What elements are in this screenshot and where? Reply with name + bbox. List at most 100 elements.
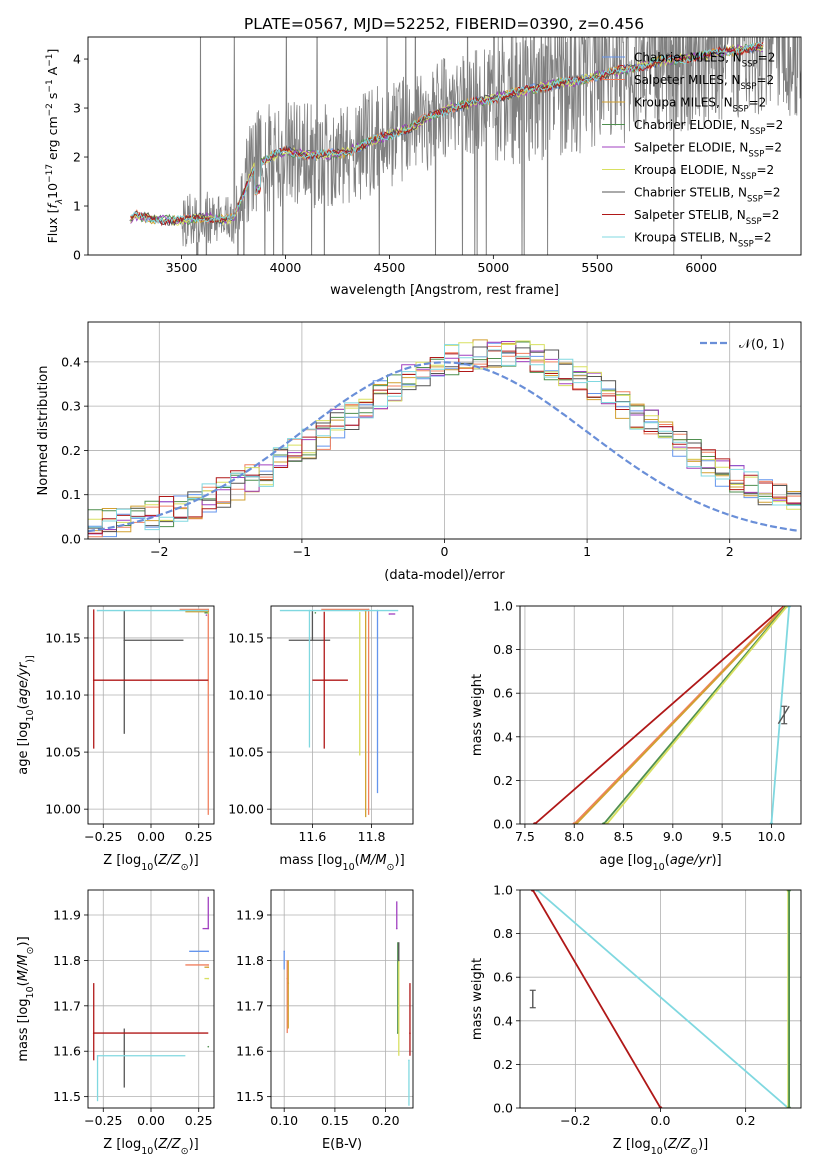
y-tick-label: 1.0 [493,883,513,898]
label-part: )] [395,853,405,868]
y-tick-label: 0.4 [61,354,81,369]
legend-label: Kroupa STELIB, N [634,231,738,245]
legend-suffix: =2 [764,141,782,155]
data-point [314,612,317,614]
residual-histogram-step [88,344,801,531]
label-part: Flux [ [45,209,60,244]
data-point [367,608,370,611]
x-tick-label: 4500 [374,260,406,275]
data-point [308,609,311,612]
y-tick-label: 11.9 [53,907,81,922]
y-tick-label: 0.8 [493,926,513,941]
mass-weight-line [603,606,787,824]
plot-area [532,606,791,824]
label-part: ] [45,49,60,54]
y-axis-label: mass weight [470,958,485,1040]
legend-subscript: SSP [741,172,757,182]
data-point [323,679,326,681]
label-part: −2 [45,103,55,116]
legend-suffix: =2 [758,51,776,65]
legend-entry: Chabrier ELODIE, NSSP=2 [634,118,783,137]
label-part: Z [log [613,1137,651,1152]
label-part: ⊙ [690,1146,698,1157]
x-tick-label: 0.0 [651,1113,671,1128]
y-axis-label: Normed distribution [36,366,51,496]
legend-suffix: =2 [766,118,784,132]
legend-suffix: =2 [749,96,767,110]
data-point [311,639,314,642]
label-part: )] [16,936,31,946]
data-point [92,1032,95,1034]
axes-frame [87,889,215,1109]
axes-frame [519,889,802,1109]
legend-suffix: =2 [763,186,781,200]
x-tick-label: −0.25 [84,1113,122,1128]
data-point [358,612,361,614]
x-tick-label: 0.25 [185,829,213,844]
x-axis-label: (data-model)/error [384,568,505,583]
legend-entry: 𝒩(0, 1) [739,336,785,351]
legend-suffix: =2 [754,231,772,245]
data-point [283,950,285,953]
y-tick-label: 0.2 [61,443,81,458]
y-tick-label: 11.6 [53,1044,81,1059]
model-spectrum-line [130,41,764,225]
legend-label: Chabrier MILES, N [634,51,742,65]
data-point [207,966,210,969]
y-tick-label: 0 [73,248,81,263]
label-part: ( [16,704,31,709]
mass-weight-line [575,606,787,824]
axes-frame [87,321,802,540]
x-tick-label: −0.2 [560,1113,590,1128]
legend-entry: Kroupa STELIB, NSSP=2 [634,231,772,250]
label-part: ( [153,853,158,868]
x-tick-label: 9.0 [663,829,683,844]
y-axis-label: mass weight [470,674,485,756]
x-tick-label: 8.5 [614,829,634,844]
mass-weight-line [770,606,791,824]
y-tick-label: 11.8 [236,953,264,968]
y-tick-label: 0.8 [493,642,513,657]
y-tick-label: 0.2 [493,1057,513,1072]
data-point [388,613,391,615]
label-part: −1 [45,79,55,92]
x-axis-label: E(B-V) [322,1137,362,1152]
y-tick-label: 10.05 [228,745,264,760]
label-part: 10 [141,1146,153,1157]
legend-label: Salpeter STELIB, N [634,208,746,222]
data-point [207,977,210,980]
label-part: age/yr [670,853,713,868]
x-tick-label: 11.6 [298,829,326,844]
data-point [207,608,210,611]
label-part: 10 [343,862,355,873]
legend-entry: Salpeter MILES, NSSP=2 [634,73,774,92]
x-tick-label: 1 [583,544,591,559]
legend-subscript: SSP [747,195,763,205]
plot-area [283,901,411,1106]
y-axis-label: mass [log10(M/M⊙)] [16,936,36,1061]
data-point [207,927,210,930]
legend-suffix: =2 [756,163,774,177]
axes-frame [519,605,802,825]
x-tick-label: 0.15 [321,1113,349,1128]
label-part: ⊙ [181,862,189,873]
y-tick-label: 10.10 [45,688,81,703]
label-part: 10 [651,1146,663,1157]
label-part: 10 [25,709,36,721]
label-part: f [45,203,60,209]
y-tick-label: 11.9 [236,907,264,922]
figure-title: PLATE=0567, MJD=52252, FIBERID=0390, z=0… [244,15,644,33]
data-point [207,1045,210,1048]
plot-area [92,608,210,815]
y-tick-label: 11.7 [53,998,81,1013]
label-part: ⊙ [387,862,395,873]
mass-weight-line [534,606,785,824]
label-part: )] [711,853,721,868]
y-axis-label: Flux [fλ10−17 erg cm−2 s−1 A−1] [45,49,65,244]
x-axis-label: age [log10(age/yr)] [599,853,721,873]
y-tick-label: 0.3 [61,399,81,414]
label-part: Z/Z [157,853,181,868]
legend-label: Chabrier ELODIE, N [634,118,750,132]
